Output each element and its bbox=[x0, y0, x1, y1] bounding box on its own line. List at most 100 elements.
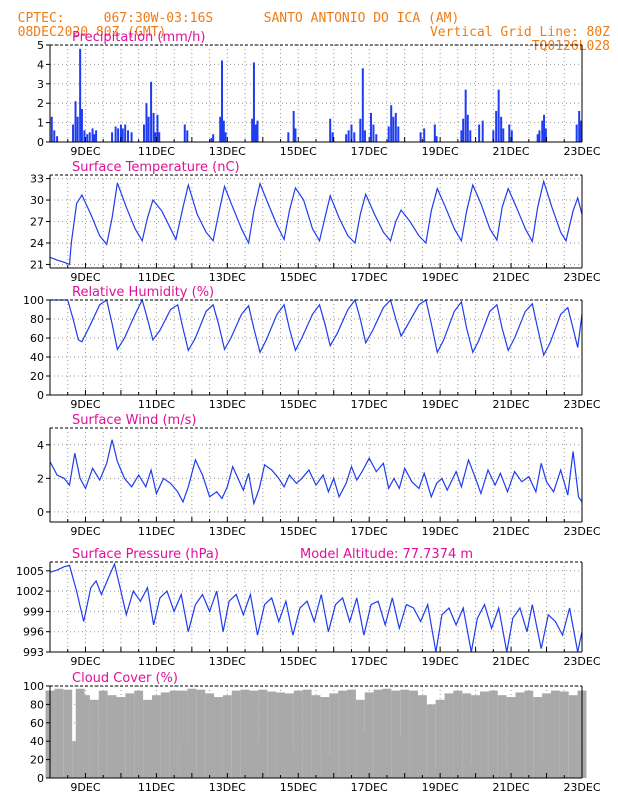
x-tick-label: 9DEC bbox=[70, 271, 100, 284]
y-tick-label: 100 bbox=[23, 294, 44, 307]
cloud-bar bbox=[160, 692, 170, 778]
precip-bar bbox=[224, 132, 227, 142]
precip-bar bbox=[294, 128, 297, 142]
header-location: SANTO ANTONIO DO ICA (AM) bbox=[263, 11, 460, 26]
x-tick-label: 17DEC bbox=[351, 145, 388, 158]
precip-bar bbox=[543, 114, 546, 142]
x-tick-label: 15DEC bbox=[280, 525, 317, 538]
x-tick-label: 21DEC bbox=[493, 781, 530, 794]
cloud-bar bbox=[240, 689, 250, 778]
precip-bar bbox=[142, 124, 145, 142]
cloud-bar bbox=[426, 704, 436, 778]
precip-bar bbox=[375, 134, 378, 142]
precip-bar bbox=[350, 124, 353, 142]
cloud-bar bbox=[497, 695, 507, 778]
y-tick-label: 21 bbox=[30, 258, 44, 271]
x-tick-label: 21DEC bbox=[493, 398, 530, 411]
y-tick-label: 33 bbox=[30, 173, 44, 186]
x-tick-label: 11DEC bbox=[138, 781, 175, 794]
x-tick-label: 19DEC bbox=[422, 781, 459, 794]
cloud-bar bbox=[417, 695, 427, 778]
header-run: 08DEC2020 80Z (GMT) bbox=[17, 25, 167, 40]
cloud-bar bbox=[435, 699, 445, 778]
precip-bar bbox=[536, 134, 539, 142]
header-model-code: TQ0126L028 bbox=[531, 39, 610, 54]
rh-line bbox=[50, 298, 583, 357]
precip-bar bbox=[345, 134, 348, 142]
panel-title: Surface Temperature (nC) bbox=[72, 160, 240, 175]
y-tick-label: 999 bbox=[23, 605, 44, 618]
cloud-bar bbox=[515, 692, 525, 778]
y-tick-label: 4 bbox=[37, 439, 44, 452]
cloud-bar bbox=[568, 695, 578, 778]
cloud-bar bbox=[293, 690, 303, 778]
precip-bar bbox=[462, 118, 465, 142]
cloud-bar bbox=[444, 693, 454, 778]
y-tick-label: 1 bbox=[37, 117, 44, 130]
precip-bar bbox=[423, 128, 426, 142]
cloud-bar bbox=[524, 690, 534, 778]
y-tick-label: 60 bbox=[30, 332, 44, 345]
precip-bar bbox=[119, 124, 122, 142]
precip-bar bbox=[154, 132, 157, 142]
precip-bar bbox=[392, 116, 395, 142]
pres-line bbox=[49, 562, 583, 653]
x-tick-label: 13DEC bbox=[209, 145, 246, 158]
cloud-bar bbox=[75, 688, 85, 778]
precip-bar bbox=[256, 120, 259, 142]
panel-title: Surface Wind (m/s) bbox=[72, 413, 196, 428]
cloud-bar bbox=[107, 695, 117, 778]
panel-temp: 21 24 27 30 33 9DEC 11DEC 13DEC 15DEC 17DEC 19DEC 2… bbox=[30, 160, 601, 284]
x-tick-label: 13DEC bbox=[209, 398, 246, 411]
precip-bar bbox=[212, 134, 215, 142]
precip-bar bbox=[127, 130, 130, 142]
precip-bar bbox=[419, 132, 422, 142]
precip-bar bbox=[222, 120, 225, 142]
precip-bar bbox=[121, 128, 124, 142]
y-tick-label: 4 bbox=[37, 58, 44, 71]
cloud-bar bbox=[134, 690, 144, 778]
x-tick-label: 15DEC bbox=[280, 398, 317, 411]
precip-bar bbox=[500, 116, 503, 142]
cloud-bar bbox=[488, 690, 498, 778]
precip-bar bbox=[469, 130, 472, 142]
precip-bar bbox=[363, 130, 366, 142]
precip-bar bbox=[575, 124, 578, 142]
panel-precip: 0 1 2 3 4 5 9DEC 11DEC 13DEC 15DEC 17DEC 19DEC 21DEC… bbox=[37, 30, 601, 158]
cloud-bar bbox=[81, 695, 90, 778]
panel-title: Surface Pressure (hPa) bbox=[72, 547, 219, 562]
precip-bar bbox=[538, 130, 541, 142]
precip-bar bbox=[147, 116, 150, 142]
y-tick-label: 1002 bbox=[16, 585, 44, 598]
y-tick-label: 0 bbox=[37, 506, 44, 519]
precip-bar bbox=[544, 128, 547, 142]
precip-bar bbox=[251, 118, 254, 142]
cloud-bar bbox=[258, 689, 268, 778]
cloud-bar bbox=[276, 692, 285, 778]
cloud-bar bbox=[533, 697, 543, 778]
cloud-bar bbox=[143, 699, 152, 778]
y-tick-label: 30 bbox=[30, 194, 44, 207]
precip-bar bbox=[397, 126, 400, 142]
x-tick-label: 19DEC bbox=[422, 655, 459, 668]
precip-bar bbox=[76, 116, 79, 142]
x-tick-label: 17DEC bbox=[351, 271, 388, 284]
y-tick-label: 20 bbox=[30, 370, 44, 383]
precip-bar bbox=[158, 132, 161, 142]
panel-annotation: Model Altitude: 77.7374 m bbox=[300, 547, 473, 562]
cloud-bar bbox=[54, 688, 64, 778]
wind-line bbox=[49, 439, 583, 506]
x-tick-label: 19DEC bbox=[422, 271, 459, 284]
precip-bar bbox=[433, 124, 436, 142]
cloud-bar bbox=[169, 690, 179, 778]
x-tick-label: 21DEC bbox=[493, 525, 530, 538]
x-tick-label: 11DEC bbox=[138, 525, 175, 538]
precip-bar bbox=[50, 116, 53, 142]
x-tick-label: 17DEC bbox=[351, 525, 388, 538]
temp-line bbox=[49, 179, 583, 266]
x-tick-label: 19DEC bbox=[422, 398, 459, 411]
x-tick-label: 17DEC bbox=[351, 781, 388, 794]
precip-bar bbox=[53, 130, 56, 142]
cloud-bar bbox=[559, 691, 569, 778]
precip-bar bbox=[287, 132, 290, 142]
